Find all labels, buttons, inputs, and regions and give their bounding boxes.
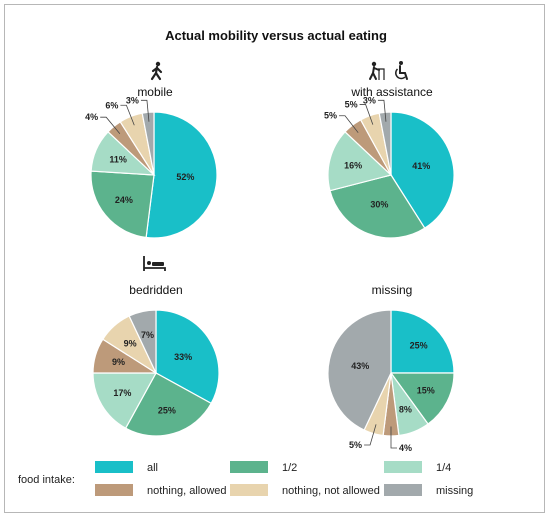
pie-title-mobile: mobile bbox=[137, 85, 173, 99]
legend-item-1-2: 1/2 bbox=[230, 461, 297, 474]
slice-missing-missing bbox=[327, 309, 392, 431]
pie-missing: 25% 15% 8% 4% 5% 43% bbox=[327, 309, 455, 453]
leader-line-missing-nothing-not-allowed bbox=[364, 424, 377, 446]
legend: food intake: all 1/2 1/4 nothing, allowed no… bbox=[18, 461, 473, 497]
legend-label-1-2: 1/2 bbox=[282, 462, 297, 474]
legend-swatch-1-4 bbox=[384, 461, 422, 473]
data-label-bedridden-1-2: 25% bbox=[158, 406, 176, 416]
chart-title: Actual mobility versus actual eating bbox=[165, 28, 387, 43]
data-label-missing-1-4: 8% bbox=[399, 404, 412, 414]
data-label-with-assistance-missing: 3% bbox=[363, 95, 376, 105]
leader-line-with-assistance-nothing-allowed bbox=[339, 115, 359, 133]
data-label-mobile-nothing-not-allowed: 6% bbox=[105, 100, 118, 110]
bed-icon bbox=[143, 256, 166, 271]
data-label-with-assistance-1-4: 16% bbox=[344, 160, 362, 170]
data-label-missing-1-2: 15% bbox=[417, 386, 435, 396]
leader-line-with-assistance-nothing-not-allowed bbox=[359, 104, 374, 125]
data-label-mobile-nothing-allowed: 4% bbox=[85, 112, 98, 122]
legend-item-missing: missing bbox=[384, 484, 473, 497]
data-label-with-assistance-nothing-allowed: 5% bbox=[324, 111, 337, 121]
legend-label-nothing-not-allowed: nothing, not allowed bbox=[282, 485, 380, 497]
legend-swatch-missing bbox=[384, 484, 422, 496]
legend-swatch-nothing-allowed bbox=[95, 484, 133, 496]
data-label-bedridden-nothing-not-allowed: 9% bbox=[124, 339, 137, 349]
data-label-bedridden-missing: 7% bbox=[141, 330, 154, 340]
slice-bedridden-all bbox=[155, 309, 220, 405]
walking-person-icon bbox=[150, 61, 163, 81]
legend-label-nothing-allowed: nothing, allowed bbox=[147, 485, 227, 497]
slice-missing-all bbox=[390, 309, 455, 374]
slice-mobile-1-2 bbox=[90, 170, 155, 239]
leader-line-missing-nothing-allowed bbox=[390, 426, 397, 449]
legend-item-all: all bbox=[95, 461, 158, 474]
slice-with-assistance-1-4 bbox=[327, 131, 393, 192]
legend-label-missing: missing bbox=[436, 485, 473, 497]
legend-item-1-4: 1/4 bbox=[384, 461, 451, 474]
data-label-bedridden-nothing-allowed: 9% bbox=[112, 357, 125, 367]
pie-title-bedridden: bedridden bbox=[129, 283, 182, 297]
data-label-missing-all: 25% bbox=[410, 340, 428, 350]
slice-with-assistance-1-2 bbox=[329, 174, 426, 239]
slice-bedridden-1-2 bbox=[124, 372, 213, 437]
data-label-mobile-all: 52% bbox=[176, 172, 194, 182]
slice-missing-1-2 bbox=[389, 372, 455, 425]
pie-title-with-assistance: with assistance bbox=[350, 85, 433, 99]
data-label-mobile-1-2: 24% bbox=[115, 195, 133, 205]
data-label-missing-missing: 43% bbox=[351, 361, 369, 371]
pie-bedridden: 33% 25% 17% 9% 9% 7% bbox=[92, 309, 220, 437]
pie-mobile: 52% 24% 11% 4% 6% 3% bbox=[85, 95, 218, 239]
pie-title-missing: missing bbox=[372, 283, 413, 297]
data-label-with-assistance-1-2: 30% bbox=[370, 199, 388, 209]
pie-with-assistance: 41% 30% 16% 5% 5% 3% bbox=[324, 95, 455, 239]
legend-label-all: all bbox=[147, 462, 158, 474]
slice-bedridden-missing bbox=[128, 309, 157, 374]
pies-group: 52% 24% 11% 4% 6% 3% 41% 30% 16% 5% 5% 3% 33% 25% 17% 9… bbox=[85, 95, 455, 453]
figure-frame bbox=[4, 4, 545, 513]
slice-bedridden-1-4 bbox=[92, 372, 158, 430]
legend-swatch-1-2 bbox=[230, 461, 268, 473]
data-label-with-assistance-nothing-not-allowed: 5% bbox=[345, 99, 358, 109]
leader-line-with-assistance-missing bbox=[377, 99, 387, 122]
legend-item-nothing-not-allowed: nothing, not allowed bbox=[230, 484, 380, 497]
data-label-missing-nothing-allowed: 4% bbox=[399, 443, 412, 453]
data-label-mobile-missing: 3% bbox=[126, 95, 139, 105]
walker-and-wheelchair-icon bbox=[369, 61, 408, 80]
data-label-bedridden-1-4: 17% bbox=[113, 388, 131, 398]
leader-line-mobile-missing bbox=[140, 99, 150, 122]
leader-line-mobile-nothing-not-allowed bbox=[120, 104, 135, 126]
data-label-missing-nothing-not-allowed: 5% bbox=[349, 440, 362, 450]
legend-title: food intake: bbox=[18, 474, 75, 486]
data-label-with-assistance-all: 41% bbox=[412, 161, 430, 171]
legend-label-1-4: 1/4 bbox=[436, 462, 451, 474]
data-label-mobile-1-4: 11% bbox=[109, 154, 127, 164]
leader-line-mobile-nothing-allowed bbox=[100, 116, 121, 134]
legend-swatch-all bbox=[95, 461, 133, 473]
data-label-bedridden-all: 33% bbox=[174, 352, 192, 362]
legend-swatch-nothing-not-allowed bbox=[230, 484, 268, 496]
legend-item-nothing-allowed: nothing, allowed bbox=[95, 484, 227, 497]
slice-mobile-all bbox=[145, 111, 218, 239]
